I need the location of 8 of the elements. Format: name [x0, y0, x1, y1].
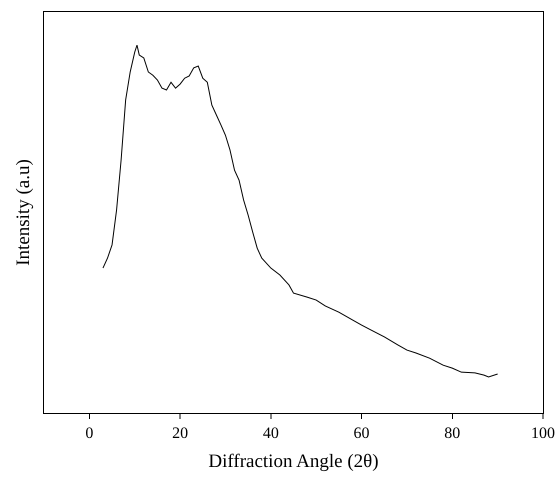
- x-tick-label: 60: [354, 425, 370, 442]
- x-tick-label: 100: [531, 425, 555, 442]
- x-tick-label: 20: [172, 425, 188, 442]
- y-axis-title: Intensity (a.u): [12, 159, 34, 266]
- x-tick-label: 0: [85, 425, 94, 442]
- x-tick-label: 80: [444, 425, 460, 442]
- x-axis-title: Diffraction Angle (2θ): [208, 451, 379, 472]
- x-tick-label: 40: [262, 425, 279, 442]
